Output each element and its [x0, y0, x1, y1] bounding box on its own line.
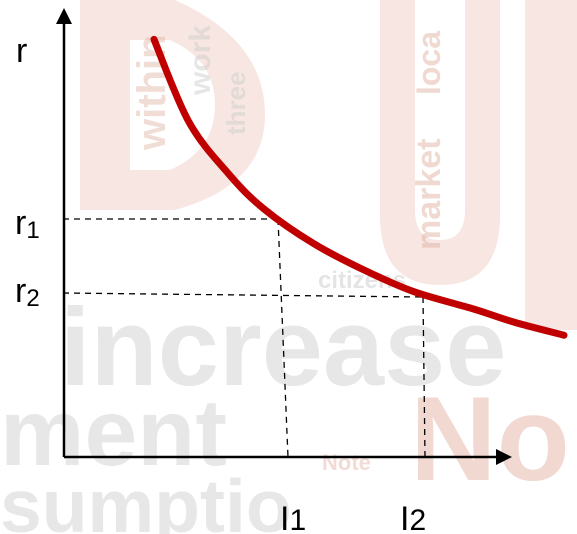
watermark-word: Note	[322, 450, 371, 475]
axes	[56, 8, 512, 465]
watermark-word: No	[410, 372, 570, 506]
watermark-word: market	[410, 138, 448, 250]
watermark-word: increase	[60, 286, 506, 409]
demand-curve	[150, 35, 568, 339]
i2-guide-vertical	[422, 296, 426, 458]
i1-guide-vertical	[277, 218, 289, 458]
tick-subscript: 1	[289, 504, 306, 534]
tick-subscript: 2	[409, 504, 426, 534]
watermark-word: sumptio	[0, 464, 292, 534]
tick-subscript: 2	[26, 285, 39, 312]
tick-base: r	[15, 272, 26, 310]
watermark-word: ment	[0, 380, 227, 486]
x-tick-label-i2: I2	[400, 500, 426, 534]
watermark-word: loca	[411, 31, 447, 95]
tick-base: I	[400, 500, 409, 534]
x-axis-arrowhead	[496, 449, 512, 465]
guide-lines	[62, 218, 426, 458]
tick-base: I	[280, 500, 289, 534]
watermark-word: work	[184, 25, 217, 96]
y-axis-arrowhead	[56, 8, 72, 24]
y-tick-label-r2: r2	[15, 272, 40, 312]
y-axis-label: r	[16, 32, 27, 70]
x-tick-label-i1: I1	[280, 500, 306, 534]
y-tick-label-r1: r1	[15, 204, 40, 244]
tick-base: r	[15, 204, 26, 242]
tick-subscript: 1	[26, 217, 39, 244]
watermark-word: three	[221, 71, 251, 135]
watermark-word: within	[130, 34, 174, 151]
r2-guide-horizontal	[62, 292, 424, 298]
